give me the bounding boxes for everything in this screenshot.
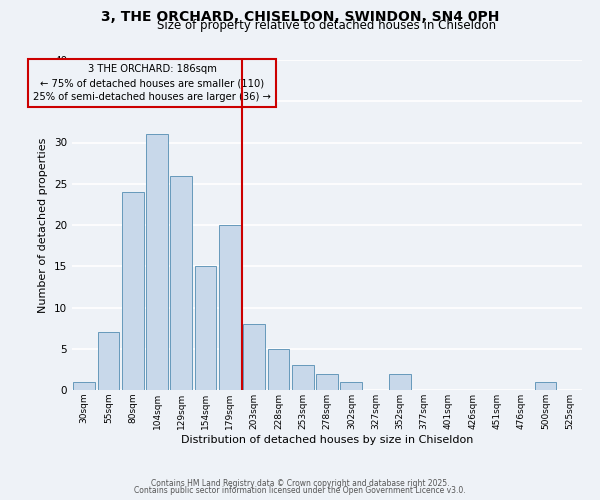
Bar bbox=[97, 332, 119, 390]
X-axis label: Distribution of detached houses by size in Chiseldon: Distribution of detached houses by size … bbox=[181, 434, 473, 444]
Title: Size of property relative to detached houses in Chiseldon: Size of property relative to detached ho… bbox=[157, 20, 497, 32]
Bar bbox=[316, 374, 338, 390]
Bar bbox=[219, 225, 241, 390]
Text: 3, THE ORCHARD, CHISELDON, SWINDON, SN4 0PH: 3, THE ORCHARD, CHISELDON, SWINDON, SN4 … bbox=[101, 10, 499, 24]
Text: Contains HM Land Registry data © Crown copyright and database right 2025.: Contains HM Land Registry data © Crown c… bbox=[151, 478, 449, 488]
Bar bbox=[146, 134, 168, 390]
Text: 3 THE ORCHARD: 186sqm
← 75% of detached houses are smaller (110)
25% of semi-det: 3 THE ORCHARD: 186sqm ← 75% of detached … bbox=[33, 64, 271, 102]
Bar bbox=[243, 324, 265, 390]
Y-axis label: Number of detached properties: Number of detached properties bbox=[38, 138, 49, 312]
Bar bbox=[340, 382, 362, 390]
Bar bbox=[122, 192, 143, 390]
Bar bbox=[535, 382, 556, 390]
Bar bbox=[73, 382, 95, 390]
Bar bbox=[292, 365, 314, 390]
Bar bbox=[268, 349, 289, 390]
Bar bbox=[170, 176, 192, 390]
Bar bbox=[194, 266, 217, 390]
Text: Contains public sector information licensed under the Open Government Licence v3: Contains public sector information licen… bbox=[134, 486, 466, 495]
Bar bbox=[389, 374, 411, 390]
